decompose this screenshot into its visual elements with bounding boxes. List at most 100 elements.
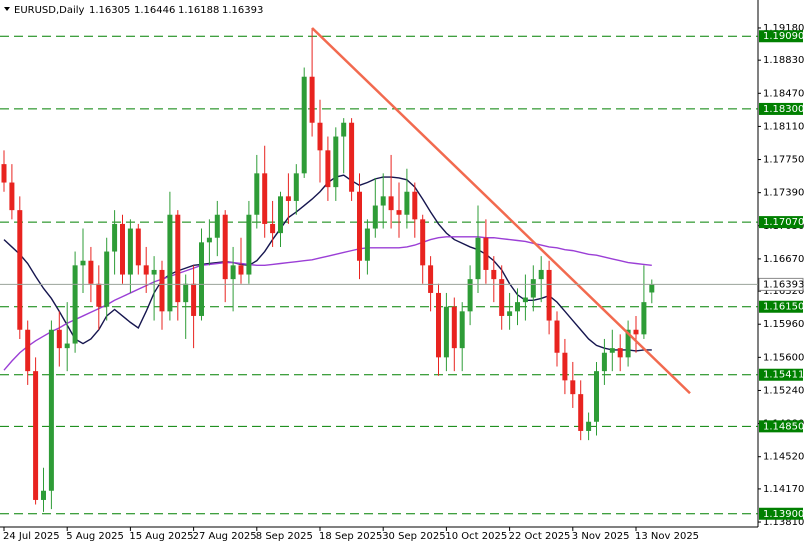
candle-body [175,214,181,303]
candle-body [491,269,497,280]
y-tick-label: 1.15600 [763,352,804,363]
level-label: 1.16150 [763,302,804,313]
candle-body [143,265,149,275]
level-label: 1.19090 [763,31,804,42]
candle-body [364,228,370,261]
candle-body [88,260,94,284]
header-open: 1.16305 [89,5,130,16]
candle-body [183,283,189,303]
candle-body [120,223,125,275]
candle-body [151,269,157,275]
level-label: 1.15411 [763,370,804,381]
candle-body [475,237,481,280]
y-tick-label: 1.13810 [763,517,804,528]
trendline [311,27,691,395]
candle-body [325,150,331,188]
header-low: 1.16188 [178,5,219,16]
level-label-box [759,507,803,520]
candle-body [222,214,228,280]
candle-body [72,265,78,344]
y-tick-label: 1.17390 [763,188,804,199]
candle-body [333,136,339,188]
candle-body [167,214,173,312]
candle-body [301,76,307,174]
candle-body [285,196,291,201]
candle-body [372,205,378,229]
x-tick-label: 8 Sep 2025 [256,531,313,542]
candle-body [56,329,62,349]
candle-body [309,76,315,123]
candle-body [293,173,299,201]
candle-body [48,329,54,491]
candle-body [64,343,70,349]
candle-body [554,320,560,353]
y-tick-label: 1.14170 [763,484,804,495]
candle-body [159,269,165,312]
level-label: 1.13900 [763,509,804,520]
candle-body [41,490,46,500]
y-tick-label: 1.17750 [763,155,804,166]
candle-body [515,302,520,312]
candle-body [80,260,86,266]
candle-body [546,269,552,321]
candle-body [436,292,441,358]
x-tick-label: 30 Sep 2025 [382,531,445,542]
candle-body [317,122,323,151]
candle-body [127,228,133,275]
y-tick-label: 1.14520 [763,452,804,463]
candle-body [483,237,489,270]
candle-body [522,297,528,303]
level-label: 1.17070 [763,217,804,228]
candle-body [388,196,394,211]
x-tick-label: 22 Oct 2025 [509,531,571,542]
candle-body [609,348,615,353]
x-tick-label: 10 Oct 2025 [445,531,507,542]
candle-body [25,329,31,372]
candle-body [199,242,204,316]
level-label: 1.18300 [763,104,804,115]
candle-body [562,352,568,381]
x-tick-label: 27 Aug 2025 [193,531,257,542]
menu-arrow[interactable] [4,7,10,11]
candle-body [191,283,197,316]
candle-body [104,251,110,307]
candle-body [467,279,473,312]
candle-body [254,173,260,215]
level-label-box [759,216,803,229]
candle-body [428,265,434,293]
header-close: 1.16393 [222,5,263,16]
candle-body [601,352,607,372]
candle-body [530,279,536,298]
candle-body [238,265,244,275]
candle-body [507,311,513,316]
symbol-title: EURUSD,Daily [14,5,85,16]
y-tick-label: 1.15240 [763,385,804,396]
candle-body [617,348,623,358]
candle-body [349,122,355,192]
level-label-box [759,420,803,433]
level-label-box [759,30,803,43]
candle-body [586,421,592,431]
candle-body [9,182,15,211]
x-tick-label: 5 Aug 2025 [66,531,124,542]
y-tick-label: 1.18110 [763,121,804,132]
candle-body [96,283,102,307]
price-label-box [758,277,804,291]
candle-body [404,191,410,215]
candle-body [570,380,576,395]
candle-body [641,302,647,335]
candle-body [246,214,252,275]
candle-body [633,329,639,335]
candle-body [262,173,268,224]
y-tick-label: 1.18470 [763,88,804,99]
y-tick-label: 1.15960 [763,319,804,330]
candle-body [17,210,23,330]
moving-average [3,236,652,371]
x-tick-label: 3 Nov 2025 [572,531,630,542]
candle-body [459,311,465,349]
candle-body [341,122,347,137]
x-tick-label: 13 Nov 2025 [635,531,699,542]
candle-body [135,228,141,266]
candle-body [594,371,599,422]
candle-body [1,164,7,183]
